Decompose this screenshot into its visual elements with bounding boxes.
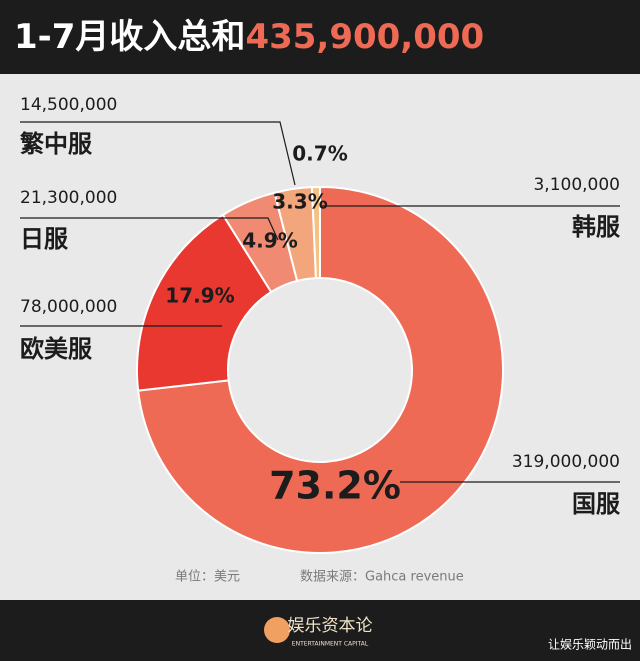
category-label: 欧美服 [20,335,93,363]
category-label: 国服 [572,490,621,518]
category-label: 日服 [20,225,69,253]
footer-band [0,600,640,661]
percent-label: 4.9% [242,229,297,253]
leader-line [20,121,296,186]
leader-line [20,217,279,241]
category-label: 繁中服 [20,130,93,158]
amount-label: 78,000,000 [20,297,117,317]
slice [136,213,273,392]
percent-label: 3.3% [272,190,327,214]
chart-title: 1-7月收入总和 [14,17,245,57]
credit: 让娱乐颖动而出 [548,638,632,652]
total: 435,900,000 [245,17,484,57]
percent-label: 73.2% [269,464,401,508]
percent-label: 17.9% [165,284,234,308]
logo: 娱乐资本论 [288,616,373,636]
amount-label: 14,500,000 [20,95,117,115]
percent-label: 0.7% [292,142,347,166]
source-note: 数据来源：Gahca revenue [300,570,464,585]
category-label: 韩服 [572,213,621,241]
amount-label: 21,300,000 [20,188,117,208]
header: 1-7月收入总和435,900,000 [14,17,484,57]
header-band [0,0,640,74]
amount-label: 319,000,000 [512,452,620,472]
logo-icon [264,617,290,643]
amount-label: 3,100,000 [533,175,620,195]
logo-sub: ENTERTAINMENT CAPITAL [292,641,369,648]
slice [137,185,504,554]
unit-note: 单位：美元 [175,570,240,585]
slice [310,185,321,280]
